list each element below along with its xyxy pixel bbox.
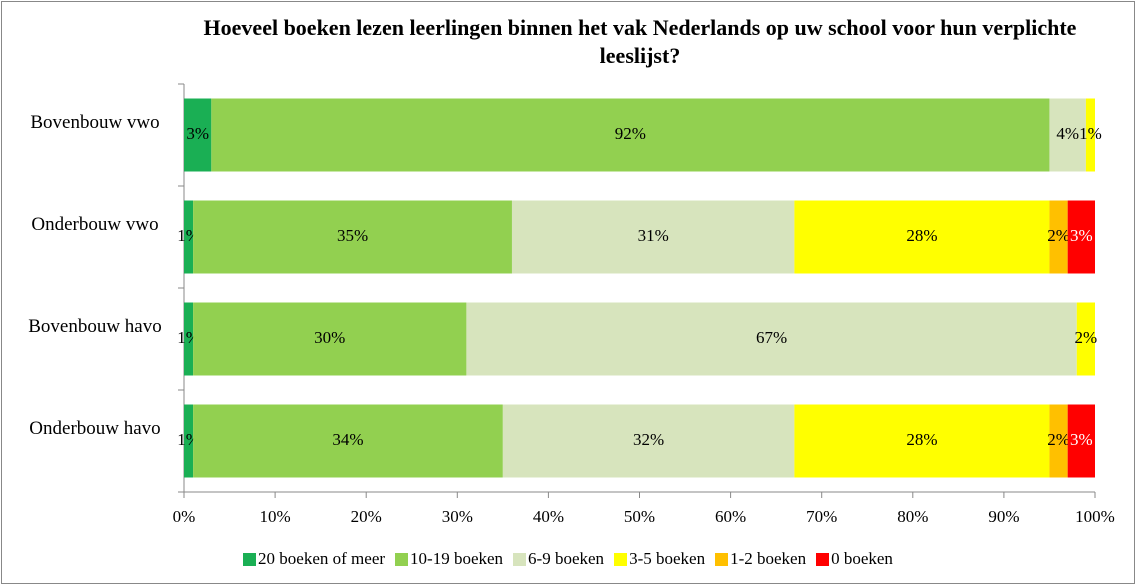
bar-segment bbox=[794, 200, 1050, 274]
category-label: Bovenbouw havo bbox=[28, 316, 162, 337]
legend-swatch bbox=[243, 552, 257, 566]
x-tick-label: 90% bbox=[988, 507, 1019, 526]
data-label: 31% bbox=[638, 226, 669, 245]
data-label: 32% bbox=[633, 430, 664, 449]
legend-item: 0 boeken bbox=[816, 549, 893, 569]
bar-segment bbox=[1067, 404, 1095, 478]
legend-swatch bbox=[816, 552, 830, 566]
bar-segment bbox=[184, 302, 194, 376]
bar-segment bbox=[193, 200, 512, 274]
bar-segment bbox=[794, 404, 1050, 478]
x-tick-label: 60% bbox=[715, 507, 746, 526]
x-tick-label: 80% bbox=[897, 507, 928, 526]
bar-segment bbox=[193, 404, 503, 478]
legend-item: 20 boeken of meer bbox=[243, 549, 385, 569]
x-tick-label: 50% bbox=[624, 507, 655, 526]
bar-segment bbox=[1049, 200, 1068, 274]
bar-segment bbox=[502, 404, 795, 478]
legend-item: 3-5 boeken bbox=[614, 549, 705, 569]
data-label: 35% bbox=[337, 226, 368, 245]
bar-segment bbox=[1085, 98, 1095, 172]
x-tick-label: 10% bbox=[260, 507, 291, 526]
data-label: 34% bbox=[332, 430, 363, 449]
data-label: 2% bbox=[1075, 328, 1098, 347]
x-tick-label: 40% bbox=[533, 507, 564, 526]
data-label: 2% bbox=[1047, 226, 1070, 245]
legend-label: 10-19 boeken bbox=[410, 549, 504, 568]
data-label: 2% bbox=[1047, 430, 1070, 449]
x-tick-label: 20% bbox=[351, 507, 382, 526]
data-label: 28% bbox=[906, 226, 937, 245]
legend-label: 0 boeken bbox=[831, 549, 893, 568]
bar-segment bbox=[211, 98, 1050, 172]
data-label: 4% bbox=[1056, 124, 1079, 143]
data-label: 67% bbox=[756, 328, 787, 347]
legend-swatch bbox=[395, 552, 409, 566]
legend-swatch bbox=[715, 552, 729, 566]
chart-title: Hoeveel boeken lezen leerlingen binnen h… bbox=[203, 15, 1077, 68]
legend-label: 20 boeken of meer bbox=[258, 549, 386, 568]
data-label: 1% bbox=[1079, 124, 1102, 143]
bar-segment bbox=[184, 404, 194, 478]
category-label: Onderbouw havo bbox=[29, 418, 161, 439]
legend-swatch bbox=[614, 552, 628, 566]
data-label: 92% bbox=[615, 124, 646, 143]
bar-segment bbox=[1076, 302, 1095, 376]
data-label: 3% bbox=[1070, 430, 1093, 449]
bar-segment bbox=[511, 200, 795, 274]
legend-swatch bbox=[513, 552, 527, 566]
legend-label: 1-2 boeken bbox=[730, 549, 807, 568]
bar-segment bbox=[193, 302, 467, 376]
bar-segment bbox=[1049, 404, 1068, 478]
category-label: Bovenbouw vwo bbox=[30, 112, 160, 133]
bar-segment bbox=[1049, 98, 1086, 172]
data-label: 28% bbox=[906, 430, 937, 449]
bar-segment bbox=[184, 98, 212, 172]
bar-segment bbox=[466, 302, 1077, 376]
category-label: Onderbouw vwo bbox=[31, 214, 159, 235]
bar-segment bbox=[184, 200, 194, 274]
legend-item: 10-19 boeken bbox=[395, 549, 503, 569]
legend: 20 boeken of meer 10-19 boeken 6-9 boeken 3… bbox=[0, 549, 1136, 569]
x-tick-label: 0% bbox=[173, 507, 196, 526]
x-tick-label: 30% bbox=[442, 507, 473, 526]
data-label: 3% bbox=[186, 124, 209, 143]
legend-label: 6-9 boeken bbox=[528, 549, 605, 568]
x-tick-label: 70% bbox=[806, 507, 837, 526]
bar-segment bbox=[1067, 200, 1095, 274]
data-label: 3% bbox=[1070, 226, 1093, 245]
legend-label: 3-5 boeken bbox=[629, 549, 706, 568]
x-tick-label: 100% bbox=[1075, 507, 1115, 526]
legend-item: 1-2 boeken bbox=[715, 549, 806, 569]
data-label: 30% bbox=[314, 328, 345, 347]
legend-item: 6-9 boeken bbox=[513, 549, 604, 569]
